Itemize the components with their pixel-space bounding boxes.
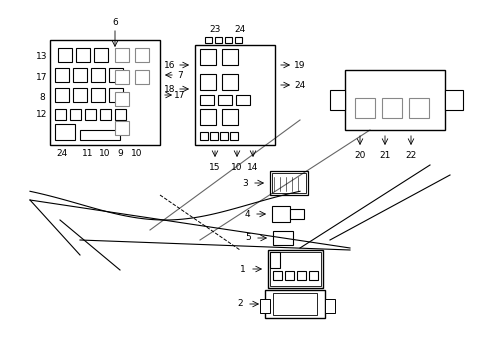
Bar [55, 88, 69, 102]
Text: 9: 9 [117, 149, 122, 158]
Bar [55, 68, 69, 82]
Bar [55, 124, 75, 140]
Bar [285, 271, 293, 280]
Bar [109, 88, 123, 102]
Bar [70, 109, 81, 120]
Bar [215, 37, 222, 43]
Bar [289, 209, 304, 219]
Bar [260, 299, 269, 313]
Bar [109, 68, 123, 82]
Bar [200, 109, 216, 125]
Bar [308, 271, 317, 280]
Bar [222, 109, 238, 125]
Text: 10: 10 [131, 149, 142, 158]
Text: 7: 7 [177, 71, 183, 80]
Bar [229, 132, 238, 140]
Text: 3: 3 [242, 179, 247, 188]
Bar [115, 70, 129, 84]
Bar [296, 271, 305, 280]
Bar [73, 88, 87, 102]
Bar [236, 95, 249, 105]
Text: 15: 15 [209, 162, 220, 171]
Bar [267, 250, 323, 288]
Bar [272, 231, 292, 245]
Text: 5: 5 [245, 234, 250, 243]
Bar [269, 252, 320, 286]
Text: 18: 18 [164, 85, 175, 94]
Bar [220, 132, 227, 140]
Bar [50, 40, 160, 145]
Bar [115, 48, 129, 62]
Bar [354, 98, 374, 118]
Bar [76, 48, 90, 62]
Bar [271, 173, 305, 193]
Bar [264, 290, 325, 318]
Bar [200, 49, 216, 65]
Bar [94, 48, 108, 62]
Bar [135, 48, 149, 62]
Bar [80, 130, 120, 140]
Text: 11: 11 [82, 149, 94, 158]
Text: 23: 23 [209, 24, 220, 33]
Bar [345, 70, 444, 130]
Bar [269, 252, 280, 268]
Bar [224, 37, 231, 43]
Text: 2: 2 [237, 300, 243, 309]
Text: 10: 10 [99, 149, 110, 158]
Bar [195, 45, 274, 145]
Bar [329, 90, 345, 110]
Text: 24: 24 [56, 149, 67, 158]
Text: 22: 22 [405, 150, 416, 159]
Bar [218, 95, 231, 105]
Text: 8: 8 [39, 93, 45, 102]
Text: 20: 20 [354, 150, 365, 159]
Bar [55, 109, 66, 120]
Bar [135, 70, 149, 84]
Bar [381, 98, 401, 118]
Text: 24: 24 [234, 24, 245, 33]
Text: 12: 12 [36, 109, 48, 118]
Bar [200, 132, 207, 140]
Text: 1: 1 [240, 265, 245, 274]
Bar [444, 90, 462, 110]
Bar [58, 48, 72, 62]
Bar [115, 121, 129, 135]
Bar [271, 206, 289, 222]
Bar [115, 92, 129, 106]
Text: 21: 21 [379, 150, 390, 159]
Bar [85, 109, 96, 120]
Text: 24: 24 [294, 81, 305, 90]
Bar [235, 37, 242, 43]
Text: 17: 17 [36, 72, 48, 81]
Text: 4: 4 [244, 210, 249, 219]
Bar [100, 109, 111, 120]
Bar [272, 293, 316, 315]
Text: 13: 13 [36, 51, 48, 60]
Bar [204, 37, 212, 43]
Bar [91, 68, 105, 82]
Bar [91, 88, 105, 102]
Bar [209, 132, 218, 140]
Bar [272, 271, 282, 280]
Text: 10: 10 [231, 162, 242, 171]
Bar [200, 74, 216, 90]
Text: 17: 17 [174, 90, 185, 99]
Bar [408, 98, 428, 118]
Bar [269, 171, 307, 195]
Text: 14: 14 [247, 162, 258, 171]
Bar [73, 68, 87, 82]
Bar [200, 95, 214, 105]
Bar [115, 109, 126, 120]
Bar [222, 74, 238, 90]
Text: 6: 6 [112, 18, 118, 27]
Text: 19: 19 [294, 60, 305, 69]
Text: 16: 16 [164, 60, 175, 69]
Bar [222, 49, 238, 65]
Bar [325, 299, 334, 313]
